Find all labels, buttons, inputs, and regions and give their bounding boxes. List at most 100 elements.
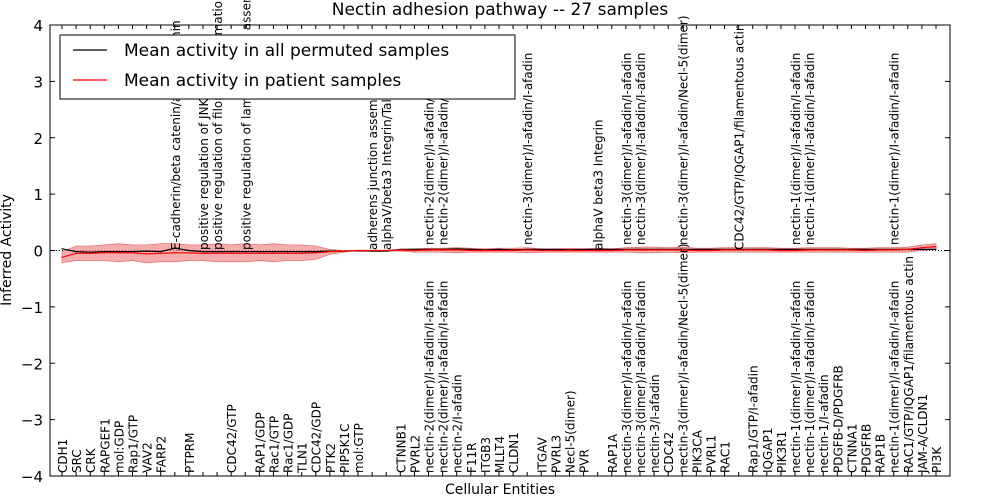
patient-point: [103, 252, 105, 254]
permuted-point: [188, 249, 190, 252]
patient-point: [456, 249, 458, 251]
x-category-label: mol:GTP: [352, 423, 366, 473]
patient-point: [921, 247, 923, 249]
x-category-label: PTK2: [324, 443, 338, 473]
x-category-label: RAP1B: [874, 434, 888, 473]
x-category-label: nectin-3(dimer)/I-afadin/I-afadin: [620, 53, 634, 245]
chart-title: Nectin adhesion pathway -- 27 samples: [332, 0, 669, 20]
x-category-label: IQGAP1: [761, 428, 775, 473]
x-category-label: CDC42/GTP/IQGAP1/filamentous actin: [733, 24, 747, 250]
patient-point: [752, 249, 754, 251]
y-tick-label: 1: [33, 186, 43, 204]
patient-point: [413, 249, 415, 252]
permuted-point: [456, 248, 458, 250]
patient-point: [343, 250, 345, 252]
x-category-label: alphaV beta3 Integrin: [592, 119, 606, 250]
y-tick-label: −4: [21, 468, 43, 486]
x-category-label: CDH1: [56, 439, 70, 473]
x-category-label: nectin-1/I-afadin: [817, 374, 831, 473]
patient-point: [879, 249, 881, 251]
x-category-label: PDGFRB: [860, 424, 874, 473]
x-category-label: PIP5K1C: [338, 423, 352, 473]
x-category-label: MLLT4: [493, 436, 507, 473]
permuted-point: [498, 248, 500, 250]
permuted-point: [554, 248, 557, 250]
patient-point: [850, 249, 853, 251]
permuted-point: [935, 248, 937, 250]
patient-point: [738, 249, 740, 251]
permuted-point: [540, 248, 542, 250]
patient-point: [512, 249, 514, 252]
x-category-label: nectin-3(dimer)/I-afadin/I-afadin: [521, 53, 535, 245]
patient-point: [174, 252, 176, 254]
patient-point: [371, 249, 373, 252]
patient-point: [611, 249, 613, 252]
x-category-label: PDGFB-D/PDGFRB: [831, 365, 845, 473]
x-category-label: nectin-3/I-afadin: [648, 374, 662, 473]
x-category-label: nectin-1(dimer)/I-afadin/I-afadin: [789, 281, 803, 473]
x-category-label: nectin-1(dimer)/I-afadin/I-afadin: [789, 53, 803, 245]
x-category-label: PI3K: [930, 446, 944, 473]
permuted-point: [286, 251, 289, 253]
permuted-point: [583, 248, 585, 250]
x-category-label: mol:GDP: [112, 421, 126, 473]
x-category-label: nectin-3(dimer)/I-afadin/Necl-5(dimer): [676, 15, 690, 245]
patient-point: [935, 246, 937, 248]
permuted-point: [864, 248, 867, 250]
x-category-label: nectin-1(dimer)/I-afadin/I-afadin: [888, 53, 902, 245]
y-tick-label: 2: [33, 130, 43, 148]
patient-point: [244, 252, 246, 254]
x-category-label: nectin-3(dimer)/I-afadin/I-afadin: [634, 53, 648, 245]
patient-point: [583, 249, 585, 252]
x-category-label: Rac1/GDP: [282, 414, 296, 473]
patient-point: [780, 249, 782, 252]
patient-point: [131, 252, 134, 254]
x-category-label: CRK: [84, 447, 98, 473]
patient-point: [639, 249, 641, 251]
x-category-label: nectin-3(dimer)/I-afadin/Necl-5(dimer): [676, 243, 690, 473]
x-category-label: PVRL1: [705, 435, 719, 473]
patient-point: [822, 249, 824, 251]
patient-point: [667, 249, 669, 251]
patient-point: [230, 252, 232, 254]
patient-point: [864, 249, 867, 252]
patient-point: [653, 249, 655, 251]
legend: Mean activity in all permuted samples Me…: [59, 34, 516, 100]
patient-point: [484, 249, 486, 252]
x-category-label: nectin-2(dimer)/I-afadin/I-afadin: [423, 281, 437, 473]
patient-point: [301, 252, 303, 254]
x-category-label: nectin-2/I-afadin: [451, 374, 465, 473]
x-category-label: RAC1: [719, 441, 733, 473]
y-tick-label: 0: [33, 243, 43, 261]
legend-label-permuted: Mean activity in all permuted samples: [124, 41, 449, 61]
x-category-label: Rap1/GTP: [127, 415, 141, 473]
x-category-label: Necl-5(dimer): [564, 390, 578, 473]
patient-point: [766, 249, 768, 251]
x-category-label: F11R: [465, 442, 479, 473]
x-category-label: nectin-2(dimer)/I-afadin/I-afadin: [437, 53, 451, 245]
x-category-label: nectin-1(dimer)/I-afadin/I-afadin: [888, 281, 902, 473]
x-category-label: CLDN1: [507, 432, 521, 473]
x-category-label: VAV2: [141, 442, 155, 473]
permuted-point: [611, 248, 613, 250]
permuted-point: [315, 251, 317, 253]
permuted-point: [103, 251, 105, 253]
x-category-label: CDC42/GTP: [225, 404, 239, 473]
x-category-label: nectin-3(dimer)/I-afadin/I-afadin: [634, 281, 648, 473]
x-category-label: ITGAV: [535, 436, 549, 473]
permuted-point: [695, 248, 698, 250]
patient-point: [385, 249, 387, 252]
patient-point: [160, 252, 162, 254]
patient-point: [357, 249, 359, 252]
x-category-label: RAP1A: [606, 433, 620, 473]
patient-point: [695, 249, 698, 252]
patient-point: [907, 248, 909, 250]
patient-point: [554, 249, 557, 252]
patient-point: [427, 249, 430, 251]
x-category-label: CTNNA1: [845, 423, 859, 473]
patient-point: [442, 249, 444, 251]
x-category-label: SRC: [70, 449, 84, 473]
y-tick-label: −2: [21, 355, 43, 373]
patient-point: [89, 252, 91, 254]
